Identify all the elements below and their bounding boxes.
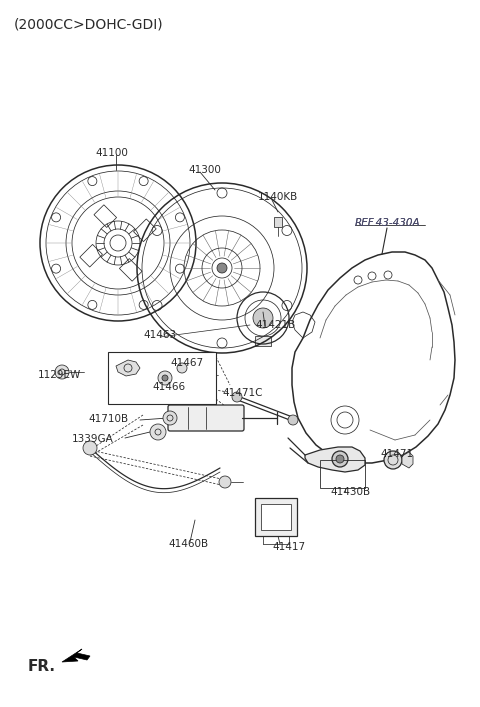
Text: 1129EW: 1129EW [38,370,81,380]
Circle shape [336,455,344,463]
Bar [320,460,365,488]
Polygon shape [116,360,140,376]
Circle shape [83,441,97,455]
Circle shape [253,308,273,328]
Text: 41467: 41467 [170,358,203,368]
Text: 41710B: 41710B [88,414,128,424]
Text: REF.43-430A: REF.43-430A [355,218,420,228]
Polygon shape [305,447,365,472]
Polygon shape [62,649,90,662]
Text: 41463: 41463 [143,330,176,340]
Polygon shape [402,452,413,468]
Circle shape [158,371,172,385]
Text: 1140KB: 1140KB [258,192,298,202]
Text: FR.: FR. [28,659,56,674]
Text: REF.43-430A: REF.43-430A [355,218,420,228]
Text: 41300: 41300 [188,165,221,175]
Text: 1339GA: 1339GA [72,434,114,444]
Text: (2000CC>DOHC-GDI): (2000CC>DOHC-GDI) [14,18,164,32]
Text: 41417: 41417 [272,542,305,552]
Text: 41471C: 41471C [222,388,263,398]
Circle shape [150,424,166,440]
Circle shape [288,415,298,425]
Bar [261,504,291,530]
Bar [108,352,216,404]
Circle shape [163,411,177,425]
Circle shape [384,451,402,469]
Text: 41460B: 41460B [168,539,208,549]
Circle shape [162,375,168,381]
Circle shape [232,392,242,402]
Text: 41100: 41100 [95,148,128,158]
Polygon shape [274,217,282,227]
Circle shape [177,363,187,373]
Text: 41471: 41471 [380,449,413,459]
Text: 41430B: 41430B [330,487,370,497]
Text: 41421B: 41421B [255,320,295,330]
Circle shape [219,476,231,488]
Circle shape [55,365,69,379]
Text: 41466: 41466 [152,382,185,392]
Circle shape [332,451,348,467]
Bar [255,336,271,346]
Bar [255,498,297,536]
FancyBboxPatch shape [168,405,244,431]
Circle shape [217,263,227,273]
